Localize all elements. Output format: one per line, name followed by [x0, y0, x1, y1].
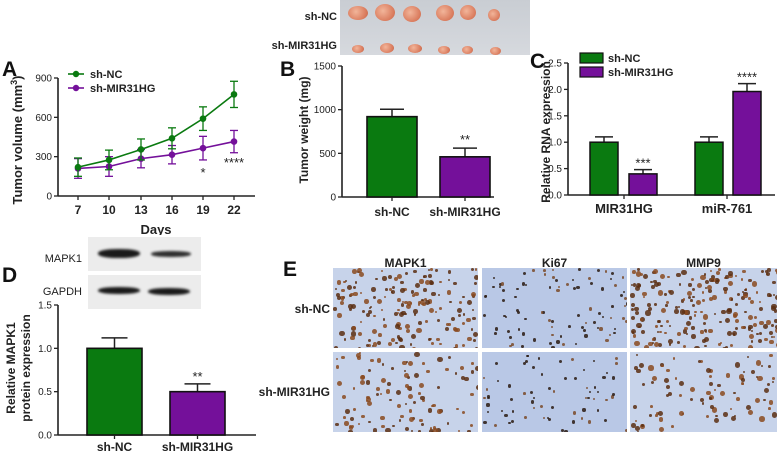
svg-text:sh-MIR31HG: sh-MIR31HG: [162, 440, 233, 453]
svg-text:sh-NC: sh-NC: [90, 69, 122, 81]
tumor-specimen: [436, 5, 454, 21]
svg-text:protein expression: protein expression: [19, 314, 33, 421]
ihc-image-nc-ki67: [482, 268, 627, 348]
tumor-specimen: [438, 46, 450, 54]
tumor-specimen: [403, 6, 421, 22]
svg-text:sh-NC: sh-NC: [97, 440, 133, 453]
svg-text:7: 7: [75, 203, 82, 217]
tumor-specimen: [380, 43, 394, 53]
ihc-column-label-ki67: Ki67: [541, 256, 568, 270]
photo-row-label-mir31hg: sh-MIR31HG: [271, 40, 337, 52]
svg-text:1.5: 1.5: [38, 301, 52, 312]
svg-text:sh-MIR31HG: sh-MIR31HG: [90, 83, 155, 95]
ihc-image-nc-mmp9: [630, 268, 777, 348]
panel-label-c: C: [530, 50, 546, 73]
svg-text:Tumor weight (mg): Tumor weight (mg): [297, 76, 311, 183]
tumor-specimen: [460, 5, 476, 20]
svg-text:1000: 1000: [314, 105, 337, 116]
mapk1-protein-bar-chart: 0.0 0.5 1.0 1.5 Relative MAPK1 protein expres…: [4, 301, 256, 453]
western-blot-gapdh: [88, 275, 201, 309]
blot-label-gapdh: GAPDH: [42, 286, 82, 298]
tumor-volume-line-chart: 0 300 600 900 7 10 13 16 19 22 Days Tumor volume (m…: [9, 69, 255, 235]
svg-text:Relative RNA expression: Relative RNA expression: [539, 61, 553, 203]
ihc-image-mir31hg-mmp9: [630, 352, 777, 432]
svg-text:MIR31HG: MIR31HG: [595, 201, 653, 216]
tumor-specimen: [408, 44, 422, 53]
svg-text:1.0: 1.0: [548, 138, 562, 149]
western-blot-mapk1: [88, 237, 201, 271]
tumor-specimen: [352, 45, 364, 53]
svg-text:22: 22: [227, 203, 241, 217]
svg-text:0.5: 0.5: [38, 387, 52, 398]
svg-text:0: 0: [330, 193, 336, 204]
tumor-specimen: [375, 4, 395, 21]
svg-text:1500: 1500: [314, 62, 337, 73]
ihc-image-nc-mapk1: [333, 268, 478, 348]
svg-text:**: **: [460, 132, 470, 147]
tumor-specimen: [462, 46, 473, 54]
panel-label-d: D: [2, 264, 18, 287]
svg-text:1.5: 1.5: [548, 111, 562, 122]
svg-text:1.0: 1.0: [38, 344, 52, 355]
svg-text:2.0: 2.0: [548, 85, 562, 96]
svg-text:2.5: 2.5: [548, 59, 562, 70]
svg-text:***: ***: [635, 156, 650, 171]
svg-text:sh-MIR31HG: sh-MIR31HG: [429, 205, 500, 219]
tumor-specimen: [488, 9, 500, 21]
svg-text:Relative MAPK1: Relative MAPK1: [4, 322, 18, 414]
svg-text:Days: Days: [140, 222, 171, 235]
svg-text:0.5: 0.5: [548, 164, 562, 175]
ihc-row-label-nc: sh-NC: [294, 302, 330, 316]
svg-text:sh-NC: sh-NC: [608, 53, 640, 65]
blot-label-mapk1: MAPK1: [44, 253, 82, 265]
svg-text:****: ****: [224, 155, 244, 170]
tumor-specimen: [490, 47, 501, 55]
ihc-column-label-mmp9: MMP9: [686, 256, 721, 270]
svg-text:900: 900: [35, 74, 52, 85]
tumor-photo: [340, 0, 530, 55]
svg-text:Tumor volume (mm3): Tumor volume (mm3): [9, 75, 25, 204]
photo-row-label-nc: sh-NC: [304, 11, 337, 23]
svg-text:13: 13: [134, 203, 148, 217]
svg-text:sh-MIR31HG: sh-MIR31HG: [608, 67, 673, 79]
panel-label-a: A: [2, 58, 18, 81]
ihc-row-label-mir31hg: sh-MIR31HG: [258, 385, 330, 399]
tumor-specimen: [348, 6, 368, 20]
svg-text:600: 600: [35, 113, 52, 124]
panel-label-e: E: [283, 258, 298, 281]
ihc-image-mir31hg-ki67: [482, 352, 627, 432]
svg-text:sh-NC: sh-NC: [374, 205, 410, 219]
svg-text:0.0: 0.0: [548, 191, 562, 202]
panel-label-b: B: [280, 58, 296, 81]
ihc-image-mir31hg-mapk1: [333, 352, 478, 432]
svg-text:****: ****: [737, 70, 757, 85]
svg-text:300: 300: [35, 152, 52, 163]
svg-text:500: 500: [319, 149, 336, 160]
svg-text:*: *: [200, 165, 205, 180]
svg-text:miR-761: miR-761: [702, 201, 753, 216]
svg-text:0: 0: [46, 192, 52, 203]
svg-text:0.0: 0.0: [38, 431, 52, 442]
ihc-column-label-mapk1: MAPK1: [384, 256, 427, 270]
svg-text:10: 10: [102, 203, 116, 217]
svg-text:**: **: [192, 369, 202, 384]
svg-text:16: 16: [165, 203, 179, 217]
svg-text:19: 19: [196, 203, 210, 217]
